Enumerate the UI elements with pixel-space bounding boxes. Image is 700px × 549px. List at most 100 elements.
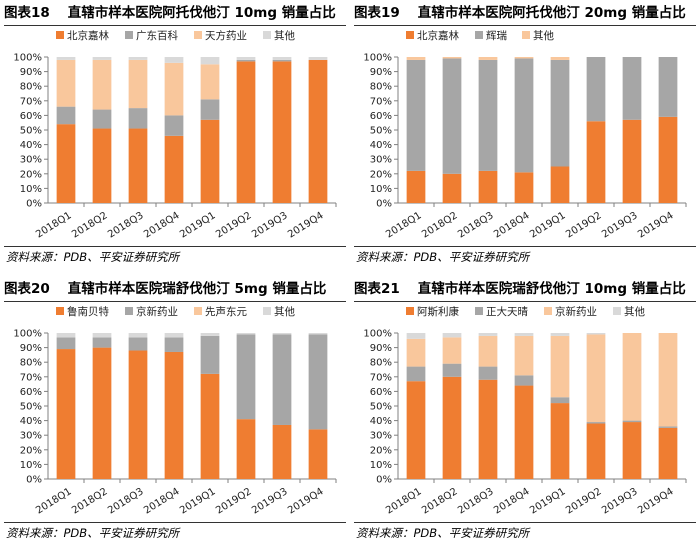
bar-segment bbox=[658, 333, 678, 427]
bar-segment bbox=[478, 57, 498, 60]
y-tick-label: 10% bbox=[20, 184, 42, 195]
bar-segment bbox=[514, 385, 534, 479]
y-tick-label: 40% bbox=[20, 416, 42, 427]
bar-segment bbox=[586, 57, 606, 122]
x-tick-label: 2019Q3 bbox=[600, 210, 639, 240]
legend-label: 其他 bbox=[274, 305, 295, 318]
y-tick-label: 80% bbox=[20, 358, 42, 369]
bar-segment bbox=[164, 333, 184, 338]
bar-segment bbox=[586, 334, 606, 423]
x-tick-label: 2018Q1 bbox=[34, 210, 73, 240]
bar-segment bbox=[658, 57, 678, 117]
x-tick-label: 2018Q1 bbox=[384, 210, 423, 240]
y-tick-label: 30% bbox=[20, 155, 42, 166]
bar-segment bbox=[550, 57, 570, 60]
chart-title: 直辖市样本医院阿托伐他汀 10mg 销量占比 bbox=[67, 5, 336, 21]
x-tick-label: 2019Q2 bbox=[214, 210, 253, 240]
bar-segment bbox=[164, 351, 184, 479]
bar-segment bbox=[442, 173, 462, 203]
bar-segment bbox=[550, 59, 570, 167]
y-tick-label: 60% bbox=[20, 111, 42, 122]
x-tick-label: 2019Q3 bbox=[600, 486, 639, 516]
chart-title-bar: 图表21 直辖市样本医院瑞舒伐他汀 10mg 销量占比 bbox=[354, 279, 696, 302]
x-tick-label: 2019Q3 bbox=[250, 486, 289, 516]
y-tick-label: 30% bbox=[370, 155, 392, 166]
chart-panel-21: 图表21 直辖市样本医院瑞舒伐他汀 10mg 销量占比 阿斯利康 正大天晴 京新药业 其… bbox=[354, 276, 696, 548]
bar-segment bbox=[92, 333, 112, 338]
bar-segment bbox=[478, 170, 498, 203]
bar-segment bbox=[200, 57, 220, 65]
x-tick-label: 2019Q2 bbox=[564, 210, 603, 240]
y-tick-label: 70% bbox=[20, 96, 42, 107]
y-tick-label: 30% bbox=[20, 431, 42, 442]
bar-segment bbox=[406, 381, 426, 479]
chart-panel-19: 图表19 直辖市样本医院阿托伐他汀 20mg 销量占比 北京嘉林 辉瑞 其他 0% 10%… bbox=[354, 0, 696, 272]
bar-segment bbox=[56, 57, 76, 60]
bar-segment bbox=[308, 333, 328, 335]
figure-label: 图表21 bbox=[354, 281, 400, 297]
bar-segment bbox=[200, 99, 220, 120]
chart-title-bar: 图表18 直辖市样本医院阿托伐他汀 10mg 销量占比 bbox=[4, 3, 346, 26]
chart-title-bar: 图表20 直辖市样本医院瑞舒伐他汀 5mg 销量占比 bbox=[4, 279, 346, 302]
bar-segment bbox=[550, 333, 570, 336]
x-tick-label: 2018Q4 bbox=[142, 486, 181, 516]
y-tick-label: 0% bbox=[26, 475, 42, 486]
bar-segment bbox=[200, 333, 220, 336]
x-tick-label: 2018Q4 bbox=[492, 210, 531, 240]
legend-swatch bbox=[475, 307, 483, 315]
bar-segment bbox=[128, 128, 148, 203]
y-tick-label: 20% bbox=[370, 445, 392, 456]
bar-segment bbox=[478, 379, 498, 479]
legend-swatch bbox=[56, 31, 64, 39]
legend-swatch bbox=[263, 31, 271, 39]
bar-segment bbox=[514, 58, 534, 173]
bar-segment bbox=[622, 420, 642, 423]
legend-label: 京新药业 bbox=[555, 305, 597, 318]
x-tick-label: 2018Q2 bbox=[420, 486, 459, 516]
x-tick-label: 2019Q4 bbox=[636, 486, 675, 516]
legend-item: 辉瑞 bbox=[475, 29, 507, 42]
bar-segment bbox=[478, 333, 498, 336]
x-tick-label: 2018Q2 bbox=[420, 210, 459, 240]
legend-swatch bbox=[406, 31, 414, 39]
y-tick-label: 40% bbox=[370, 416, 392, 427]
y-tick-label: 60% bbox=[370, 387, 392, 398]
y-tick-label: 30% bbox=[370, 431, 392, 442]
legend-item: 鲁南贝特 bbox=[56, 305, 109, 318]
x-tick-label: 2019Q1 bbox=[528, 486, 567, 516]
bar-segment bbox=[200, 64, 220, 100]
stacked-bar-chart: 鲁南贝特 京新药业 先声东元 其他 0% 10% 20% 30% 40% 50% 60% 70% 80%… bbox=[4, 303, 346, 521]
legend-item: 先声东元 bbox=[194, 305, 247, 318]
y-tick-label: 0% bbox=[26, 199, 42, 210]
bar-segment bbox=[236, 61, 256, 203]
bar-segment bbox=[92, 57, 112, 60]
y-tick-label: 70% bbox=[370, 96, 392, 107]
bar-segment bbox=[622, 333, 642, 421]
bar-segment bbox=[272, 59, 292, 62]
bar-segment bbox=[658, 116, 678, 203]
bar-segment bbox=[272, 424, 292, 479]
chart-title: 直辖市样本医院阿托伐他汀 20mg 销量占比 bbox=[417, 5, 686, 21]
bar-segment bbox=[442, 376, 462, 479]
y-tick-label: 90% bbox=[20, 67, 42, 78]
bar-segment bbox=[658, 427, 678, 479]
bar-segment bbox=[308, 429, 328, 479]
bar-segment bbox=[514, 333, 534, 336]
y-tick-label: 100% bbox=[363, 53, 392, 64]
bar-segment bbox=[514, 375, 534, 386]
bar-segment bbox=[128, 108, 148, 129]
legend-swatch bbox=[522, 31, 530, 39]
x-tick-label: 2019Q2 bbox=[564, 486, 603, 516]
bar-segment bbox=[56, 59, 76, 107]
source-note: 资料来源：PDB、平安证券研究所 bbox=[354, 522, 696, 542]
legend-swatch bbox=[613, 307, 621, 315]
bar-segment bbox=[56, 124, 76, 203]
bar-segment bbox=[622, 119, 642, 203]
y-tick-label: 60% bbox=[20, 387, 42, 398]
x-tick-label: 2019Q1 bbox=[528, 210, 567, 240]
bar-segment bbox=[550, 335, 570, 398]
x-tick-label: 2018Q3 bbox=[456, 210, 495, 240]
bar-segment bbox=[56, 333, 76, 338]
chart-svg: 阿斯利康 正大天晴 京新药业 其他 0% 10% 20% 30% 40% 50% 60% 70% 80%… bbox=[363, 305, 687, 517]
bar-segment bbox=[272, 61, 292, 203]
